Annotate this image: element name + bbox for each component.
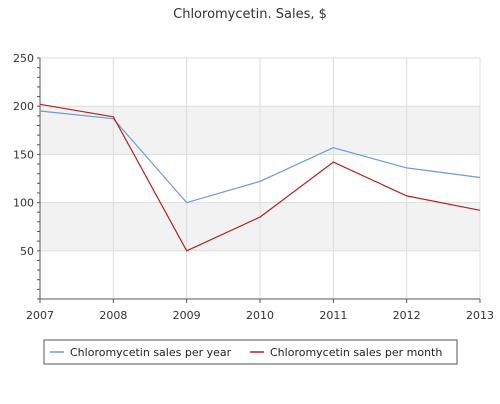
legend-label: Chloromycetin sales per year <box>70 346 232 359</box>
x-tick-label: 2012 <box>393 309 421 322</box>
axes <box>37 58 480 303</box>
y-tick-label: 250 <box>13 52 34 65</box>
x-tick-label: 2010 <box>246 309 274 322</box>
x-tick-label: 2009 <box>173 309 201 322</box>
chart-title: Chloromycetin. Sales, $ <box>173 7 327 22</box>
y-tick-label: 100 <box>13 197 34 210</box>
grid-lines <box>40 58 480 299</box>
y-tick-label: 50 <box>20 245 34 258</box>
tick-labels: 50 100 150 200 250 2007 2008 2009 2010 2011 2012 20… <box>13 52 494 322</box>
x-tick-label: 2013 <box>466 309 494 322</box>
legend-label: Chloromycetin sales per month <box>270 346 442 359</box>
legend: Chloromycetin sales per year Chloromyceti… <box>44 340 457 364</box>
x-tick-label: 2007 <box>26 309 54 322</box>
x-tick-label: 2011 <box>319 309 347 322</box>
y-tick-label: 150 <box>13 148 34 161</box>
x-tick-label: 2008 <box>99 309 127 322</box>
y-tick-label: 200 <box>13 100 34 113</box>
